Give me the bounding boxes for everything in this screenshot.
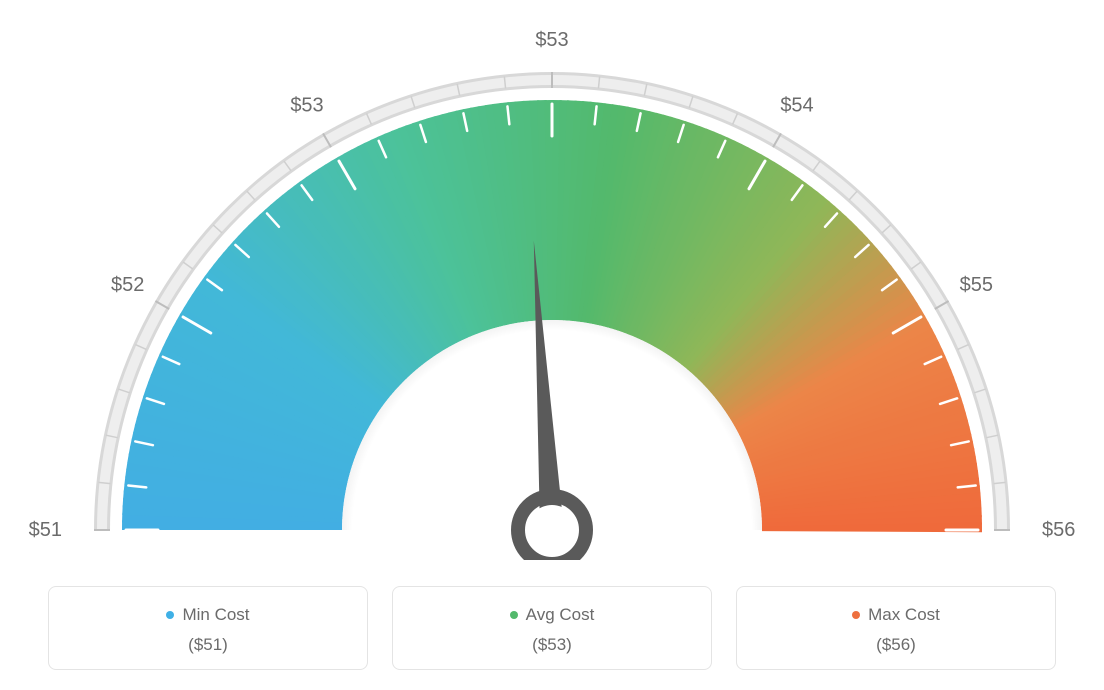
tick-label: $51 xyxy=(29,519,62,541)
gauge-svg: $51 $52 $53 $53 $54 $55 $56 xyxy=(0,0,1104,560)
legend-value-min: ($51) xyxy=(59,635,357,655)
legend-card-max: Max Cost ($56) xyxy=(736,586,1056,670)
legend-dot-icon xyxy=(852,611,860,619)
tick-label: $55 xyxy=(960,274,993,296)
legend-value-avg: ($53) xyxy=(403,635,701,655)
legend-title-avg: Avg Cost xyxy=(510,605,595,625)
legend-label-avg: Avg Cost xyxy=(526,605,595,625)
gauge-chart: $51 $52 $53 $53 $54 $55 $56 xyxy=(0,0,1104,560)
tick-label: $52 xyxy=(111,274,144,296)
legend-label-min: Min Cost xyxy=(182,605,249,625)
tick-label: $53 xyxy=(535,29,568,51)
legend-card-avg: Avg Cost ($53) xyxy=(392,586,712,670)
legend-row: Min Cost ($51) Avg Cost ($53) Max Cost (… xyxy=(0,586,1104,670)
tick-label: $54 xyxy=(780,95,813,117)
legend-label-max: Max Cost xyxy=(868,605,940,625)
legend-value-max: ($56) xyxy=(747,635,1045,655)
legend-title-max: Max Cost xyxy=(852,605,940,625)
tick-label: $53 xyxy=(290,95,323,117)
legend-dot-icon xyxy=(166,611,174,619)
legend-dot-icon xyxy=(510,611,518,619)
legend-card-min: Min Cost ($51) xyxy=(48,586,368,670)
tick-label: $56 xyxy=(1042,519,1075,541)
legend-title-min: Min Cost xyxy=(166,605,249,625)
